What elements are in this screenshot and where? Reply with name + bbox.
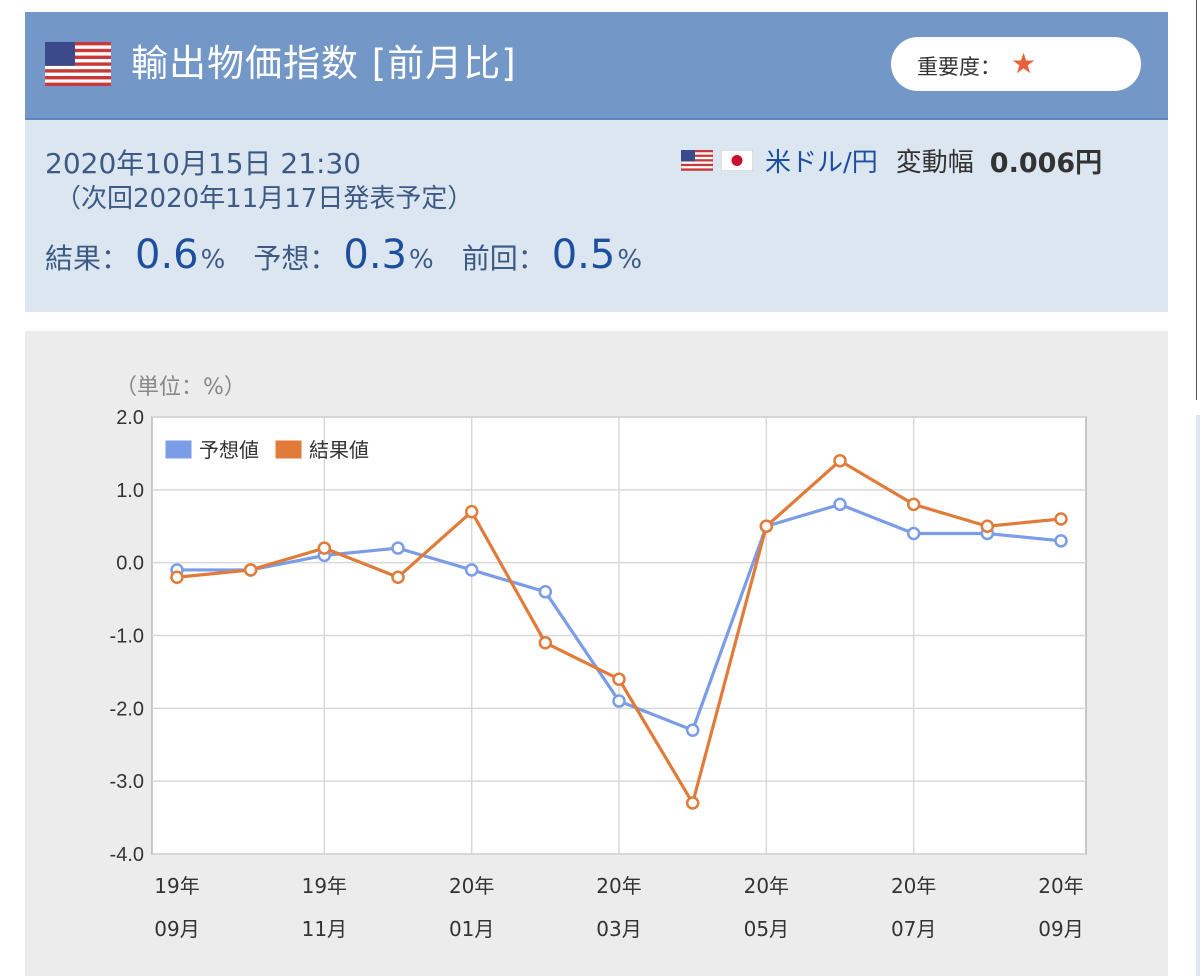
page-edge-panel — [1196, 415, 1200, 976]
data-point-0 — [391, 541, 405, 555]
forecast-value: 0.3 — [343, 232, 407, 278]
x-tick-year: 20年 — [744, 874, 789, 898]
release-info-panel: 2020年10月15日 21:30 （次回2020年11月17日発表予定） 結果… — [25, 120, 1168, 312]
x-tick-month: 09月 — [154, 917, 199, 941]
currency-pair-link[interactable]: 米ドル/円 — [765, 147, 878, 178]
data-point-1 — [243, 563, 258, 577]
y-tick-label: 1.0 — [116, 480, 144, 502]
line-chart: 2.0 1.0 0.0 -1.0 -2.0 -3.0 -4.0 19年 09月 19年 11月 20年… — [110, 375, 1087, 941]
y-tick-label: -2.0 — [110, 698, 144, 720]
indicator-header: 輸出物価指数 [前月比] 重要度： ★ — [25, 12, 1168, 120]
result-unit: % — [200, 245, 226, 275]
legend-swatch-0 — [164, 439, 193, 460]
data-point-0 — [464, 563, 479, 577]
data-point-1 — [833, 453, 847, 468]
data-point-1 — [759, 519, 774, 533]
data-point-1 — [170, 570, 184, 584]
data-point-1 — [538, 636, 553, 650]
y-tick-label: 0.0 — [116, 553, 144, 575]
x-tick-year: 20年 — [596, 874, 641, 898]
data-point-1 — [685, 796, 700, 810]
previous-unit: % — [617, 245, 643, 275]
y-tick-label: -3.0 — [110, 771, 144, 793]
forecast-label: 予想： — [253, 242, 338, 275]
x-tick-month: 01月 — [449, 917, 494, 941]
data-point-1 — [1054, 512, 1068, 526]
y-tick-label: -1.0 — [110, 626, 144, 648]
x-tick-month: 09月 — [1038, 917, 1083, 941]
indicator-title: 輸出物価指数 [前月比] — [131, 42, 517, 85]
data-point-1 — [906, 497, 921, 512]
data-point-0 — [1054, 534, 1068, 548]
previous-label: 前回： — [461, 242, 546, 275]
us-flag-icon — [45, 42, 111, 86]
data-point-0 — [833, 497, 847, 512]
y-tick-label: -4.0 — [110, 844, 144, 866]
data-point-1 — [317, 541, 332, 555]
next-release-date: （次回2020年11月17日発表予定） — [55, 184, 474, 214]
importance-label: 重要度： — [917, 55, 1001, 79]
data-point-0 — [538, 585, 553, 599]
data-point-0 — [906, 526, 921, 541]
data-point-1 — [612, 672, 626, 686]
x-tick-year: 19年 — [154, 874, 199, 898]
x-tick-year: 20年 — [891, 874, 936, 898]
currency-pair-row: 米ドル/円 変動幅 0.006円 — [681, 142, 1103, 179]
x-tick-month: 03月 — [596, 917, 641, 941]
x-tick-month: 05月 — [744, 917, 789, 941]
forecast-unit: % — [409, 245, 434, 275]
x-tick-month: 07月 — [891, 917, 936, 941]
release-datetime: 2020年10月15日 21:30 — [45, 147, 362, 180]
x-tick-year: 19年 — [302, 874, 347, 898]
legend-label-1: 結果値 — [309, 438, 369, 462]
importance-badge: 重要度： ★ — [891, 37, 1141, 91]
data-point-0 — [685, 723, 700, 737]
us-flag-icon — [681, 149, 713, 171]
results-row: 結果： 0.6 % 予想： 0.3 % 前回： 0.5 % — [45, 232, 670, 282]
previous-value: 0.5 — [551, 232, 616, 278]
data-point-1 — [980, 519, 995, 533]
legend-swatch-1 — [274, 439, 303, 460]
range-value: 0.006円 — [989, 147, 1103, 179]
x-tick-year: 20年 — [449, 874, 494, 898]
data-point-0 — [612, 694, 626, 708]
range-label: 変動幅 — [895, 147, 974, 178]
y-tick-label: 2.0 — [116, 407, 144, 429]
star-icon: ★ — [1011, 47, 1037, 80]
x-tick-year: 20年 — [1038, 874, 1083, 898]
japan-flag-icon — [721, 149, 753, 171]
x-tick-month: 11月 — [302, 917, 347, 941]
unit-label: （単位：%） — [115, 375, 246, 400]
data-point-1 — [391, 570, 405, 584]
result-label: 結果： — [45, 242, 130, 275]
data-point-1 — [464, 504, 479, 519]
chart-panel: 2.0 1.0 0.0 -1.0 -2.0 -3.0 -4.0 19年 09月 19年 11月 20年… — [25, 331, 1168, 976]
legend-label-0: 予想値 — [199, 438, 259, 462]
result-value: 0.6 — [135, 232, 199, 278]
page-edge-divider — [1196, 0, 1197, 400]
